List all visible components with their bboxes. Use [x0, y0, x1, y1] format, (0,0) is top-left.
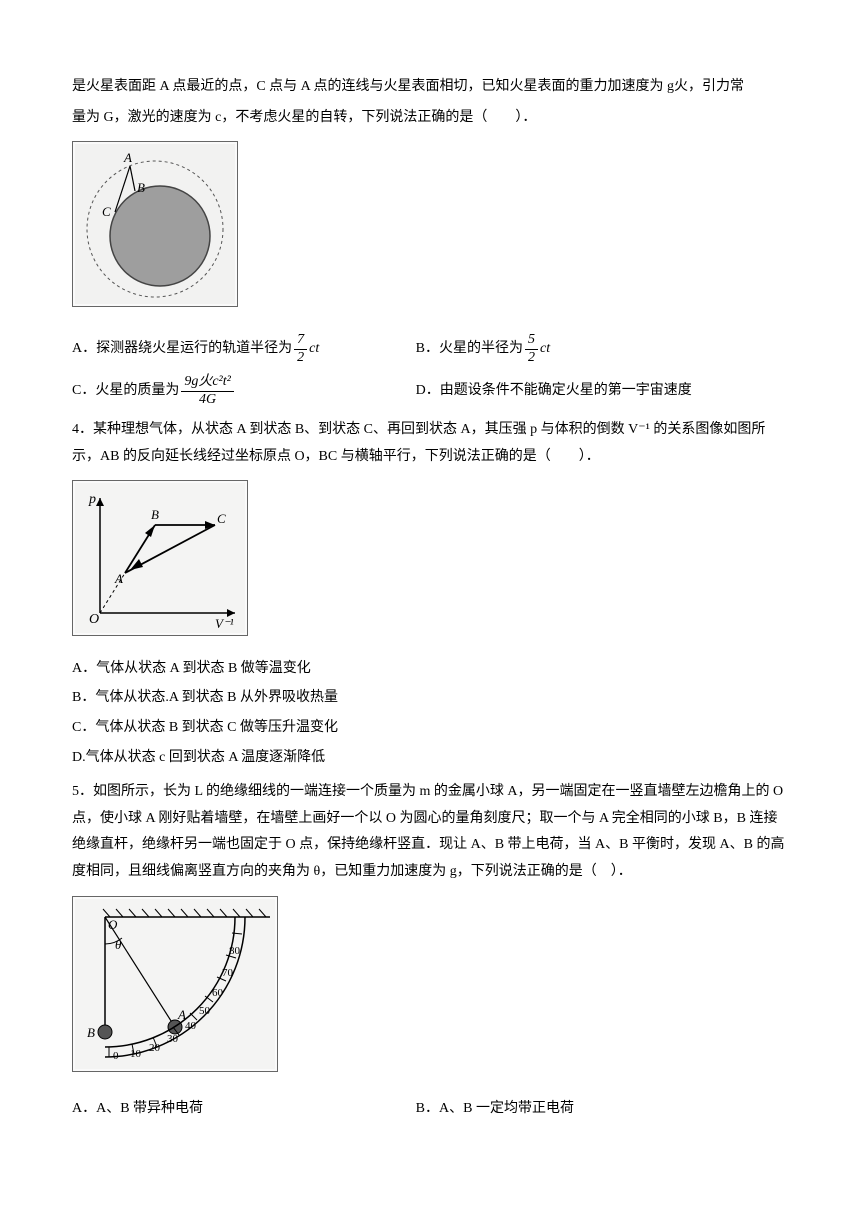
q4-a-text: A．气体从状态 A 到状态 B 做等温变化 — [72, 661, 311, 676]
svg-text:B: B — [151, 507, 159, 522]
q5-choice-a: A．A、B 带异种电荷 — [72, 1096, 416, 1123]
q4-b-text: B．气体从状态.A 到状态 B 从外界吸收热量 — [72, 690, 338, 705]
q3-a-den: 2 — [294, 350, 307, 367]
q3-choices-row2: C．火星的质量为 9g火c²t²4G D．由题设条件不能确定火星的第一宇宙速度 — [72, 374, 788, 409]
q5-choices-row1: A．A、B 带异种电荷 B．A、B 一定均带正电荷 — [72, 1096, 788, 1123]
svg-text:80: 80 — [229, 945, 241, 957]
q3-figure: A B C — [72, 141, 238, 307]
svg-text:50: 50 — [199, 1005, 211, 1017]
q3-intro-1: 是火星表面距 A 点最近的点，C 点与 A 点的连线与火星表面相切，已知火星表面… — [72, 74, 788, 101]
q4-c-text: C．气体从状态 B 到状态 C 做等压升温变化 — [72, 720, 338, 735]
q5-intro: 5．如图所示，长为 L 的绝缘细线的一端连接一个质量为 m 的金属小球 A，另一… — [72, 779, 788, 885]
q3-intro-2: 量为 G，激光的速度为 c，不考虑火星的自转，下列说法正确的是（ ）． — [72, 105, 788, 132]
svg-text:C: C — [217, 511, 226, 526]
svg-text:C: C — [102, 204, 111, 219]
q3-intro-text-1: 是火星表面距 A 点最近的点，C 点与 A 点的连线与火星表面相切，已知火星表面… — [72, 79, 744, 94]
q3-choice-a: A．探测器绕火星运行的轨道半径为 72 ct — [72, 332, 416, 367]
svg-text:A: A — [123, 150, 132, 165]
q4-intro: 4．某种理想气体，从状态 A 到状态 B、到状态 C、再回到状态 A，其压强 p… — [72, 417, 788, 470]
q3-a-num: 7 — [294, 332, 307, 350]
svg-text:A: A — [114, 571, 123, 586]
svg-text:θ: θ — [115, 937, 122, 952]
svg-text:p: p — [88, 492, 96, 507]
q4-svg: O p V⁻¹ A B C — [75, 483, 245, 633]
q3-b-pre: B．火星的半径为 — [416, 336, 523, 363]
svg-text:70: 70 — [222, 967, 234, 979]
svg-text:20: 20 — [149, 1042, 161, 1054]
q4-intro-text: 4．某种理想气体，从状态 A 到状态 B、到状态 C、再回到状态 A，其压强 p… — [72, 422, 765, 464]
svg-text:0: 0 — [113, 1050, 119, 1062]
q5-b-text: B．A、B 一定均带正电荷 — [416, 1096, 574, 1123]
q3-a-pre: A．探测器绕火星运行的轨道半径为 — [72, 336, 292, 363]
q5-svg: O B A θ 0 10 20 30 40 50 60 70 80 — [75, 899, 275, 1069]
q4-d-text: D.气体从状态 c 回到状态 A 温度逐渐降低 — [72, 750, 325, 765]
q3-b-num: 5 — [525, 332, 538, 350]
q3-c-num: 9g火c²t² — [181, 374, 234, 392]
q3-c-den: 4G — [181, 392, 234, 409]
q5-choice-b: B．A、B 一定均带正电荷 — [416, 1096, 760, 1123]
q5-a-text: A．A、B 带异种电荷 — [72, 1096, 203, 1123]
q5-intro-text: 5．如图所示，长为 L 的绝缘细线的一端连接一个质量为 m 的金属小球 A，另一… — [72, 784, 784, 879]
svg-text:60: 60 — [212, 987, 224, 999]
q3-choices-row1: A．探测器绕火星运行的轨道半径为 72 ct B．火星的半径为 52 ct — [72, 332, 788, 367]
q3-c-pre: C．火星的质量为 — [72, 378, 179, 405]
q3-a-post: ct — [309, 336, 319, 363]
svg-text:O: O — [89, 612, 99, 627]
svg-text:30: 30 — [167, 1033, 179, 1045]
svg-text:V⁻¹: V⁻¹ — [215, 616, 234, 631]
q3-svg: A B C — [75, 144, 235, 304]
q4-figure: O p V⁻¹ A B C — [72, 480, 248, 636]
svg-text:40: 40 — [185, 1020, 197, 1032]
q4-choice-a: A．气体从状态 A 到状态 B 做等温变化 — [72, 656, 788, 683]
q3-d-text: D．由题设条件不能确定火星的第一宇宙速度 — [416, 378, 692, 405]
q3-intro-text-2: 量为 G，激光的速度为 c，不考虑火星的自转，下列说法正确的是（ ）． — [72, 110, 536, 125]
q3-choice-b: B．火星的半径为 52 ct — [416, 332, 760, 367]
q3-b-den: 2 — [525, 350, 538, 367]
q5-figure: O B A θ 0 10 20 30 40 50 60 70 80 — [72, 896, 278, 1072]
q4-choice-c: C．气体从状态 B 到状态 C 做等压升温变化 — [72, 715, 788, 742]
svg-text:10: 10 — [130, 1048, 142, 1060]
q3-choice-d: D．由题设条件不能确定火星的第一宇宙速度 — [416, 374, 760, 409]
svg-text:B: B — [87, 1025, 95, 1040]
q3-b-post: ct — [540, 336, 550, 363]
q4-choice-d: D.气体从状态 c 回到状态 A 温度逐渐降低 — [72, 745, 788, 772]
q4-choice-b: B．气体从状态.A 到状态 B 从外界吸收热量 — [72, 685, 788, 712]
q3-choice-c: C．火星的质量为 9g火c²t²4G — [72, 374, 416, 409]
svg-text:B: B — [137, 180, 145, 195]
